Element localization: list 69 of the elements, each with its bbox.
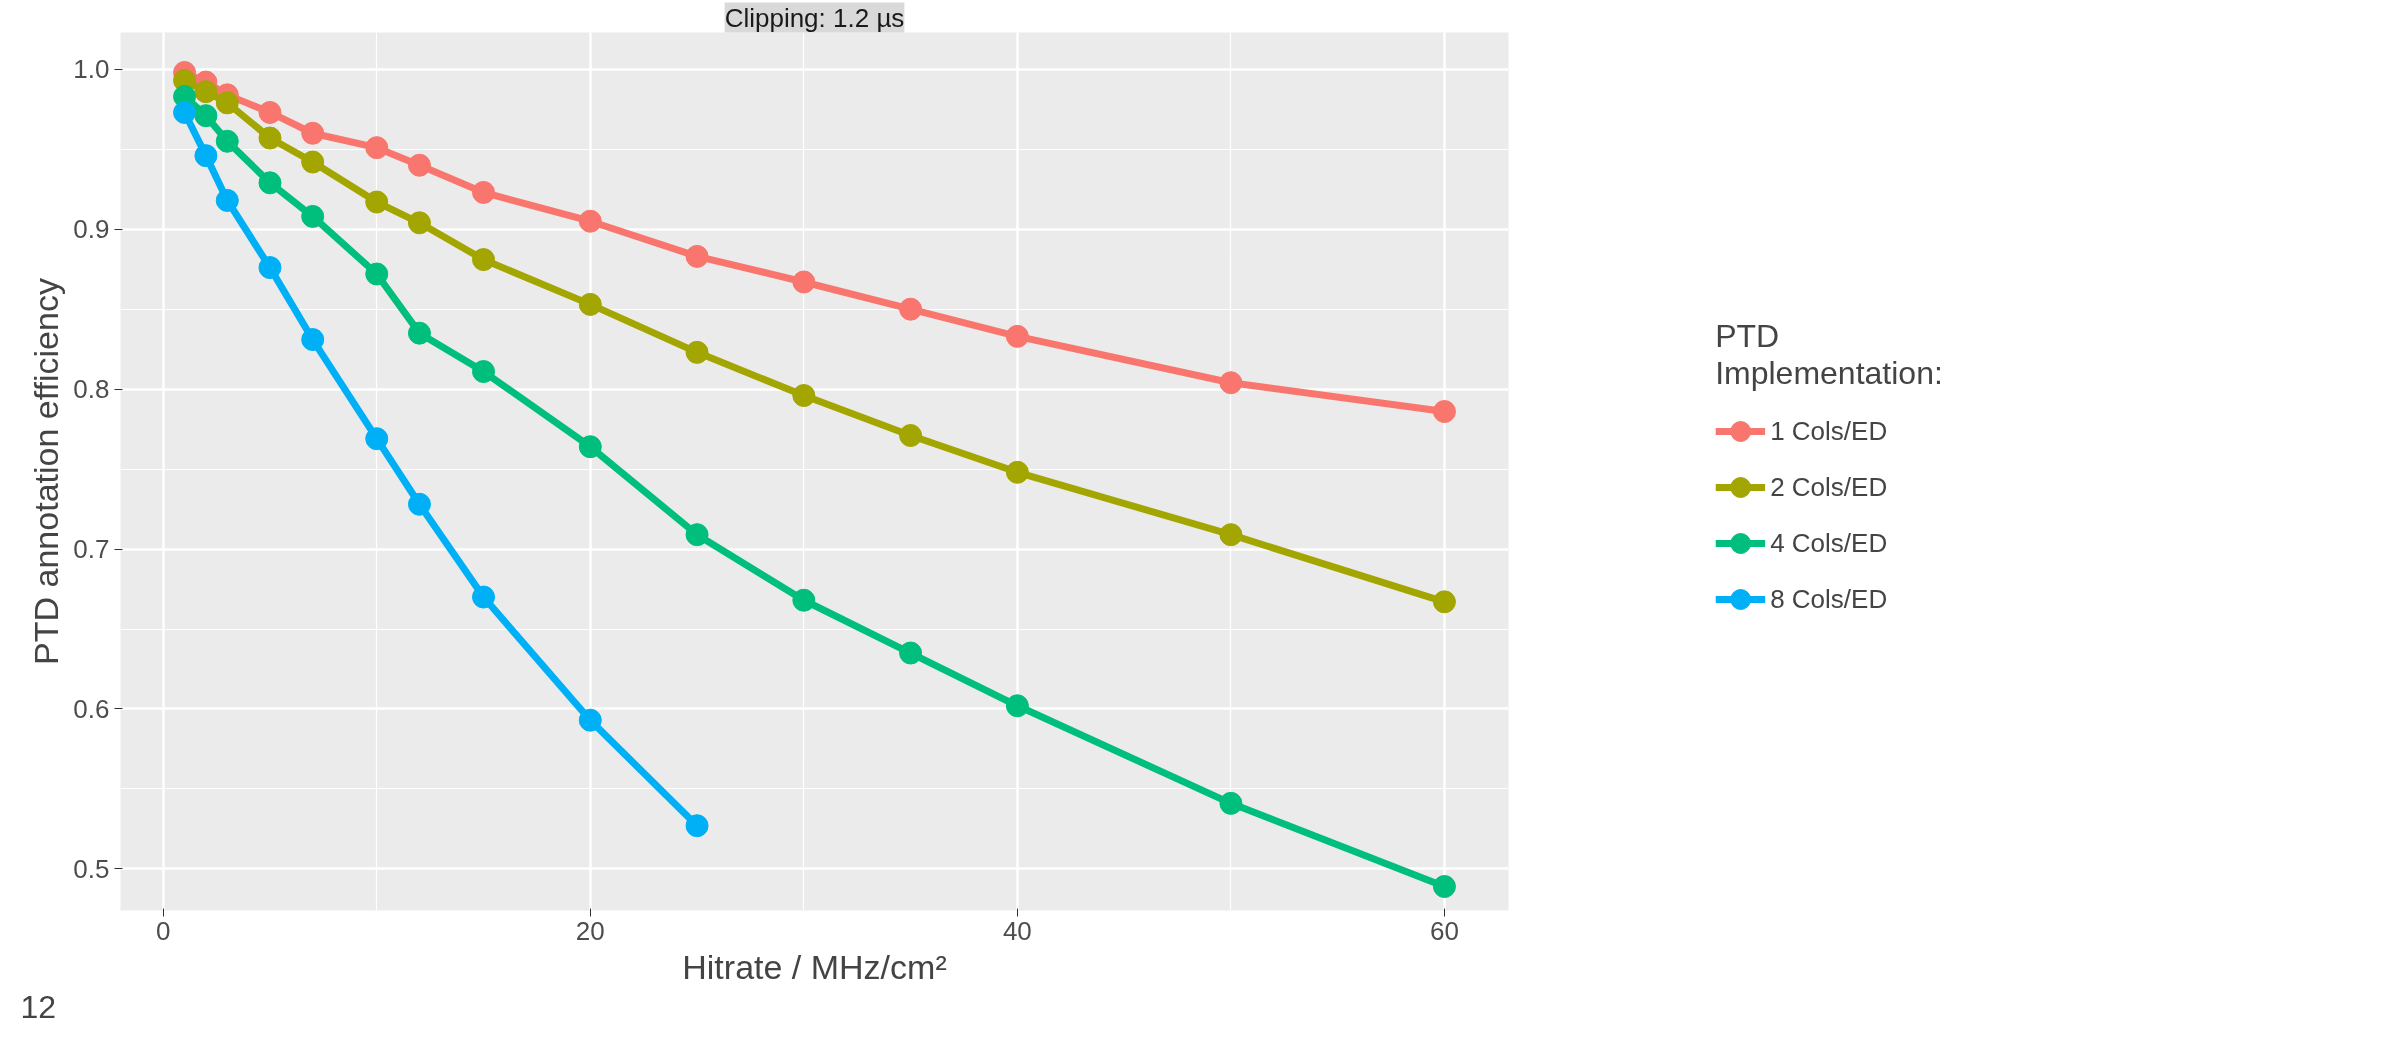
x-tick-label: 0 xyxy=(155,915,171,946)
point xyxy=(578,209,602,233)
point xyxy=(365,427,389,451)
point xyxy=(194,144,218,168)
y-tick-label: 0.7 xyxy=(73,534,110,565)
point xyxy=(472,248,496,272)
point xyxy=(1432,590,1456,614)
point xyxy=(258,126,282,150)
x-tick-label: 40 xyxy=(1002,915,1032,946)
point xyxy=(365,190,389,214)
legend-label: 2 Cols/ED xyxy=(1770,470,1888,504)
point xyxy=(301,150,325,174)
point xyxy=(472,360,496,384)
legend-label: 4 Cols/ED xyxy=(1770,526,1888,560)
y-tick-label: 1.0 xyxy=(73,54,110,85)
point xyxy=(1219,791,1243,815)
point xyxy=(258,256,282,280)
y-axis-title: PTD annotation efficiency xyxy=(27,278,66,665)
point xyxy=(365,262,389,286)
point xyxy=(685,340,709,364)
point xyxy=(258,100,282,124)
point xyxy=(407,492,431,516)
point xyxy=(472,180,496,204)
point xyxy=(685,814,709,838)
point xyxy=(685,244,709,268)
point xyxy=(1219,523,1243,547)
legend-label: 8 Cols/ED xyxy=(1770,582,1888,616)
point xyxy=(407,211,431,235)
point xyxy=(1005,324,1029,348)
point xyxy=(792,270,816,294)
point xyxy=(578,435,602,459)
point xyxy=(365,136,389,160)
chart-subtitle: Clipping: 1.2 µs xyxy=(724,2,905,33)
point xyxy=(215,188,239,212)
point xyxy=(792,588,816,612)
point xyxy=(578,708,602,732)
x-tick-label: 60 xyxy=(1429,915,1459,946)
point xyxy=(472,585,496,609)
point xyxy=(792,384,816,408)
legend-title: PTD Implementation: xyxy=(1715,318,1943,392)
point xyxy=(685,523,709,547)
point xyxy=(1219,371,1243,395)
point xyxy=(258,171,282,195)
point xyxy=(407,153,431,177)
point xyxy=(899,641,923,665)
point xyxy=(578,292,602,316)
point xyxy=(215,129,239,153)
point xyxy=(407,321,431,345)
point xyxy=(1005,460,1029,484)
point xyxy=(194,104,218,128)
x-axis-title: Hitrate / MHz/cm² xyxy=(682,947,947,986)
point xyxy=(301,204,325,228)
y-tick-label: 0.9 xyxy=(73,214,110,245)
text: 12 xyxy=(20,988,57,1025)
point xyxy=(173,100,197,124)
point xyxy=(301,328,325,352)
point xyxy=(1432,400,1456,424)
x-tick-label: 20 xyxy=(575,915,605,946)
legend-label: 1 Cols/ED xyxy=(1770,414,1888,448)
point xyxy=(899,297,923,321)
y-tick-label: 0.6 xyxy=(73,693,110,724)
y-tick-label: 0.8 xyxy=(73,374,110,405)
point xyxy=(215,91,239,115)
point xyxy=(1432,875,1456,898)
point xyxy=(1005,694,1029,718)
point xyxy=(301,121,325,145)
point xyxy=(194,80,218,104)
point xyxy=(899,424,923,447)
y-tick-label: 0.5 xyxy=(73,853,110,884)
